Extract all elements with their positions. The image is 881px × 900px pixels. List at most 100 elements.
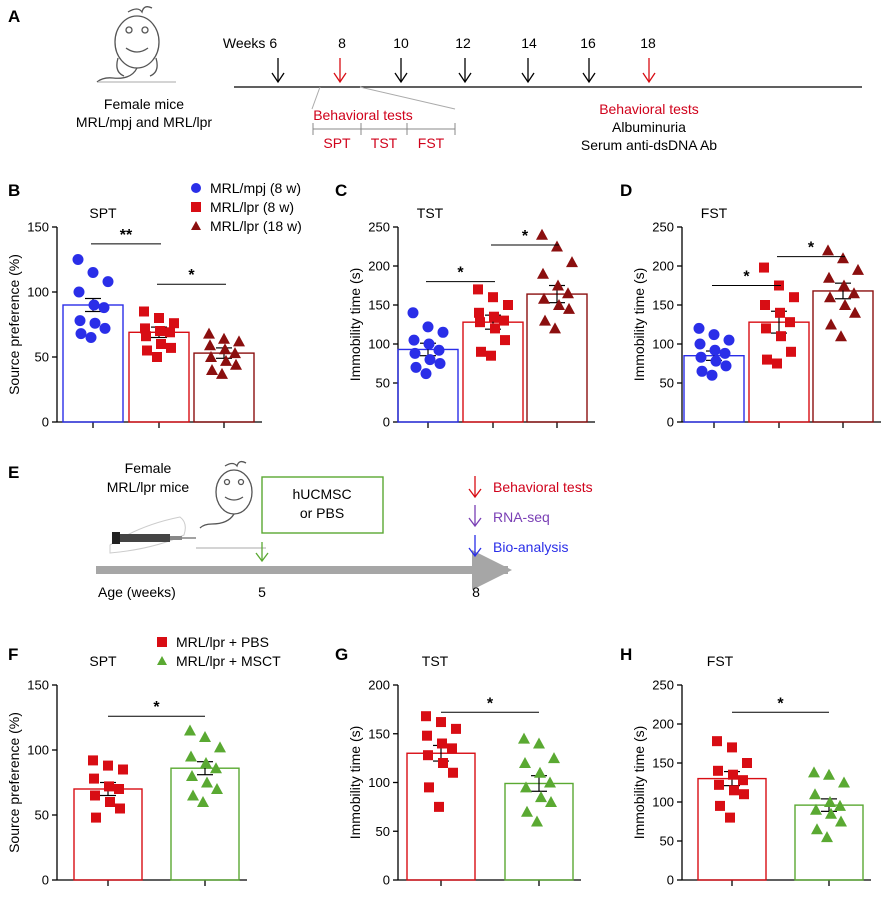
behavioral-tests-label: Behavioral tests [313,107,413,123]
week-label: 8 [338,35,346,51]
legend-mrl-lpr-18w: MRL/lpr (18 w) [210,218,302,234]
data-point [696,365,708,377]
data-point [536,228,548,240]
y-tick-label: 250 [368,220,390,235]
data-point [197,796,209,807]
chart-title: SPT [89,653,117,669]
y-tick-label: 50 [35,808,49,823]
red-arrow-icon [333,58,347,84]
treatment-line1: hUCMSC [292,486,351,502]
y-tick-label: 0 [383,415,390,430]
week-label: 14 [521,35,537,51]
green-injection-arrow [255,542,269,563]
data-point [500,335,510,346]
y-tick-label: 200 [368,259,390,274]
y-tick-label: 100 [368,775,390,790]
legend-fh: MRL/lpr + PBS MRL/lpr + MSCT [157,634,281,669]
y-tick-label: 0 [42,873,49,888]
data-point [115,803,125,814]
mouse-icon [96,6,176,83]
legend-behavioral-tests: Behavioral tests [493,479,593,495]
data-point [140,323,150,334]
data-point [201,776,213,788]
legend-bd: MRL/mpj (8 w) MRL/lpr (8 w) MRL/lpr (18 … [191,180,302,234]
panel-a: A Female mice MRL/mpj and MRL/lpr Weeks … [8,6,862,153]
bar [462,321,524,423]
data-point [423,750,433,761]
y-tick-label: 50 [376,376,390,391]
data-point [155,326,165,336]
data-point [211,783,223,794]
y-axis-label: Immobility time (s) [347,726,363,840]
data-point [811,823,823,835]
data-point [706,369,718,381]
legend-msct-marker [157,656,167,665]
data-point [720,360,732,372]
data-point [537,267,549,279]
legend-msct: MRL/lpr + MSCT [176,653,281,669]
end-behavioral-tests: Behavioral tests [599,101,699,117]
data-point [473,284,483,295]
data-point [99,322,111,334]
data-point [410,361,422,373]
data-point [825,318,837,330]
data-point [775,307,785,318]
data-point [848,287,860,299]
data-point [759,262,769,273]
data-point [438,758,448,768]
y-tick-label: 0 [667,415,674,430]
treatment-line2: or PBS [300,505,344,521]
chart-c: TST Immobility time (s) 0 50 100 150 200 250 * * [347,205,595,430]
data-point [422,730,432,741]
panel-d-letter: D [620,181,632,200]
data-point [433,344,445,356]
panel-a-letter: A [8,7,20,26]
data-point [118,764,128,775]
week-label: 12 [455,35,471,51]
data-point [408,334,420,346]
data-point [835,815,847,827]
legend-blue-arrow [468,535,482,558]
data-point [713,765,723,776]
legend-triangle-marker [191,221,201,230]
data-point [488,292,498,303]
significance-label: * [522,228,529,245]
legend-purple-arrow [468,505,482,528]
data-point [739,789,749,800]
significance-label: * [188,267,195,284]
data-point [786,346,796,357]
data-point [742,758,752,768]
black-arrow-icon [394,58,408,84]
treatment-box [261,476,384,534]
chart-title: SPT [89,205,117,221]
data-point [708,329,720,341]
data-point [73,286,85,298]
e-mouse-icon [196,460,266,549]
data-point [838,279,850,291]
data-point [75,328,87,340]
data-point [204,339,216,351]
data-point [838,776,850,788]
week-ticks: Weeks 6 8 10 12 14 16 18 [223,35,656,84]
data-point [142,345,152,356]
chart-h: FST Immobility time (s) 0 50 100 150 200 250 * [631,653,871,888]
data-point [835,330,847,342]
data-point [186,770,198,781]
data-point [533,737,545,749]
data-point [141,331,151,342]
data-point [409,347,421,359]
legend-pbs: MRL/lpr + PBS [176,634,269,650]
data-point [539,314,551,326]
data-point [434,801,444,812]
data-point [489,311,499,322]
data-point [551,240,563,252]
data-point [544,776,556,788]
y-axis-label: Immobility time (s) [631,726,647,840]
data-point [475,317,485,328]
data-point [154,313,164,323]
data-point [776,331,786,342]
significance-label: ** [120,227,133,244]
legend-rna-seq: RNA-seq [493,509,550,525]
